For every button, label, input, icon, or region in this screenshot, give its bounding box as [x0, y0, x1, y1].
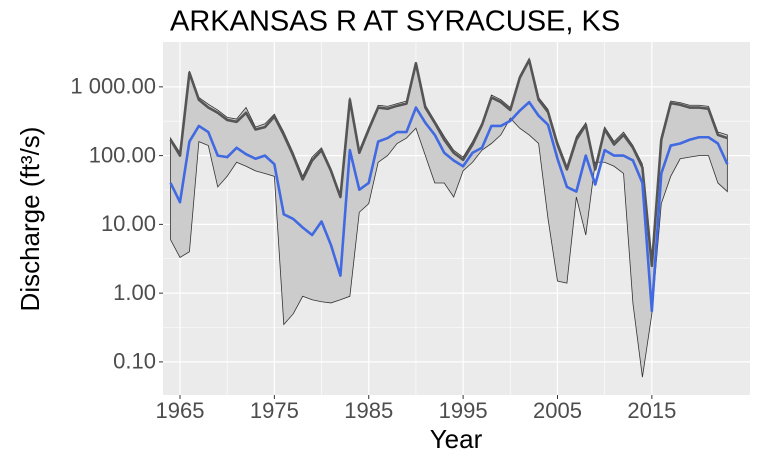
y-axis-title: Discharge (ft³/s) [15, 127, 45, 312]
y-tick-label: 100.00 [89, 142, 156, 167]
y-tick-label: 0.10 [113, 349, 156, 374]
x-tick-label: 2005 [533, 398, 582, 423]
y-tick-label: 1 000.00 [70, 74, 156, 99]
x-tick-label: 1965 [156, 398, 205, 423]
x-tick-label: 1975 [250, 398, 299, 423]
y-tick-label: 1.00 [113, 280, 156, 305]
x-tick-label: 1995 [439, 398, 488, 423]
x-tick-label: 2015 [627, 398, 676, 423]
plot-panel [163, 42, 750, 395]
x-tick-label: 1985 [344, 398, 393, 423]
line [169, 58, 728, 268]
y-tick-label: 10.00 [101, 211, 156, 236]
x-axis-title: Year [430, 424, 483, 454]
chart-title: ARKANSAS R AT SYRACUSE, KS [170, 6, 620, 38]
line [169, 100, 729, 313]
